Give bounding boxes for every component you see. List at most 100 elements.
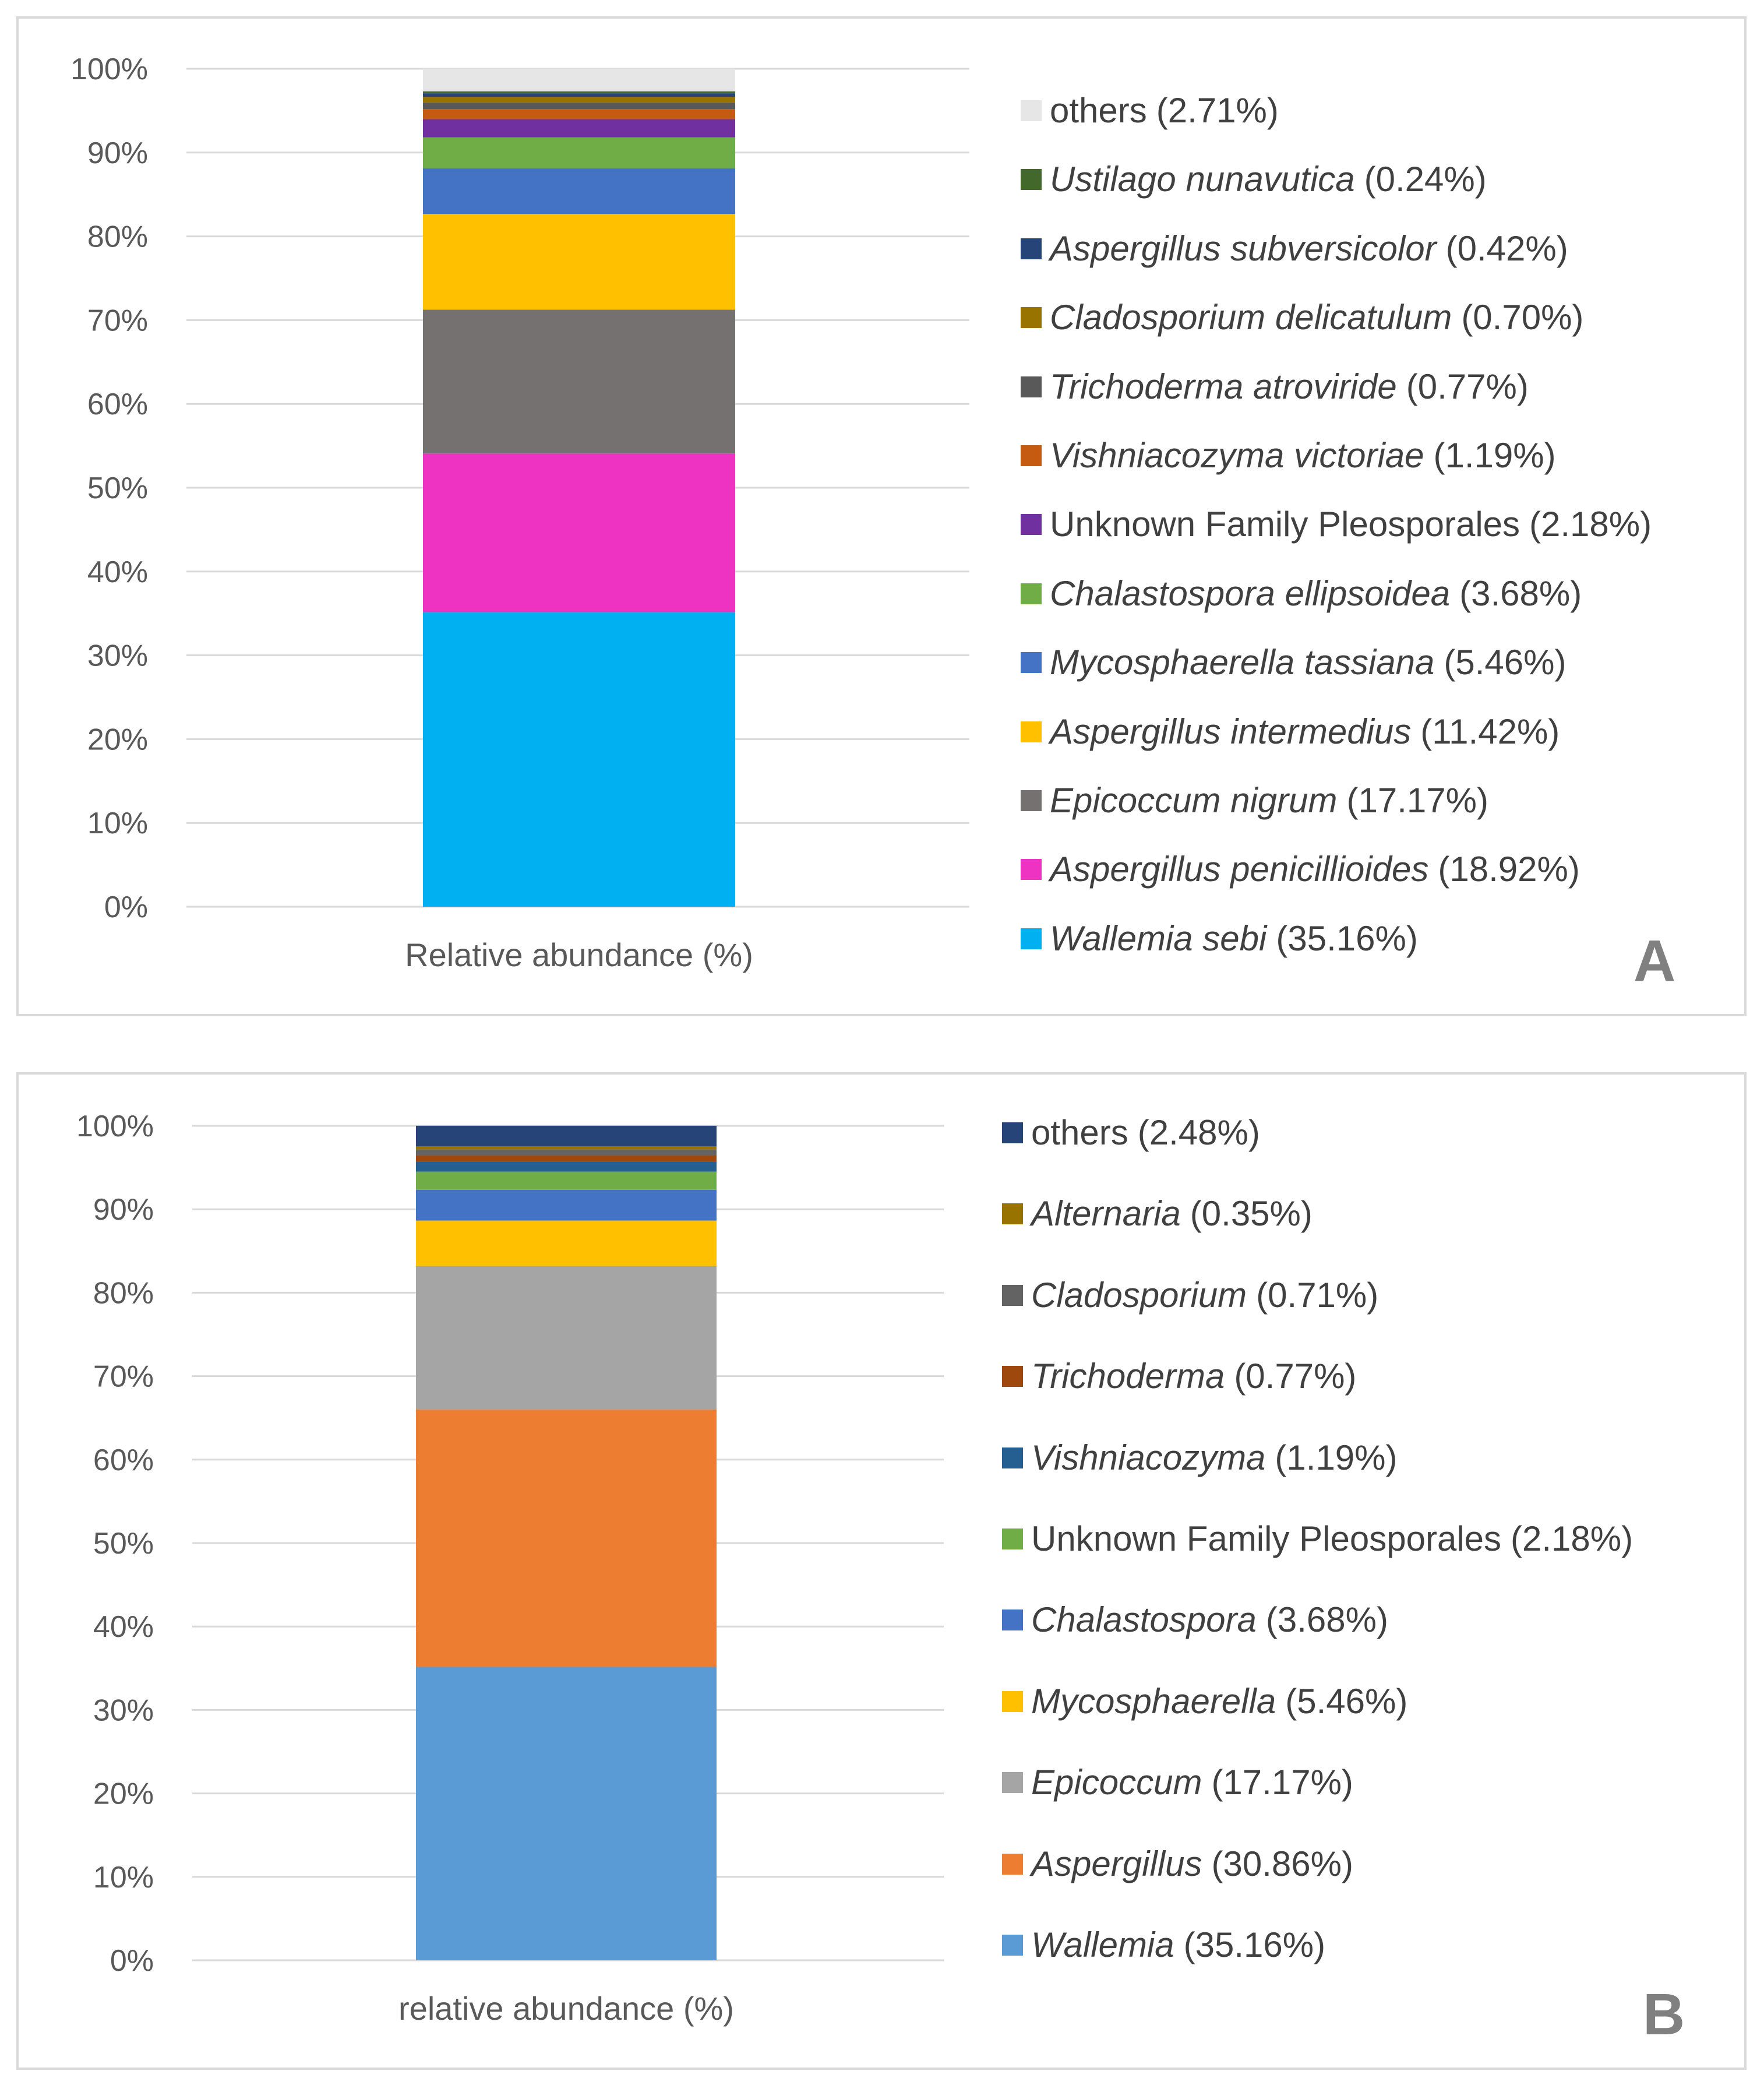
bar-segment-vishniacozyma xyxy=(416,1161,717,1172)
y-tick-label: 70% xyxy=(87,304,148,337)
legend-item-unknown-family-pleosporales: Unknown Family Pleosporales (2.18%) xyxy=(1002,1518,1633,1560)
legend-percent: (0.70%) xyxy=(1461,298,1584,337)
bar-segment-wallemia-sebi xyxy=(423,612,735,907)
y-tick-label: 50% xyxy=(87,471,148,505)
x-category-label: Relative abundance (%) xyxy=(405,936,753,973)
legend-swatch xyxy=(1021,514,1042,536)
bar-segment-aspergillus xyxy=(416,1409,717,1667)
legend-percent: (5.46%) xyxy=(1285,1681,1408,1721)
y-tick-label: 20% xyxy=(93,1777,154,1811)
bar-segment-wallemia xyxy=(416,1667,717,1960)
legend-item-others: others (2.71%) xyxy=(1021,90,1279,132)
bar-segment-epicoccum-nigrum xyxy=(423,309,735,454)
bar-segment-others xyxy=(423,68,735,91)
legend-swatch xyxy=(1002,1935,1023,1956)
legend-series-name: Chalastospora xyxy=(1031,1600,1257,1640)
legend-series-name: Aspergillus xyxy=(1031,1844,1202,1883)
legend-series-name: Wallemia xyxy=(1031,1925,1174,1964)
legend-percent: (2.18%) xyxy=(1529,505,1652,544)
legend-percent: (0.24%) xyxy=(1364,160,1487,199)
legend-percent: (1.19%) xyxy=(1275,1438,1398,1477)
panel-label-a: A xyxy=(1634,928,1676,994)
legend-series-name: Cladosporium delicatulum xyxy=(1050,298,1452,337)
legend-series-name: Cladosporium xyxy=(1031,1275,1247,1315)
bar-segment-mycosphaerella-tassiana xyxy=(423,168,735,214)
y-tick-label: 40% xyxy=(87,555,148,589)
legend-percent: (0.35%) xyxy=(1190,1194,1313,1234)
legend-percent: (2.71%) xyxy=(1156,91,1279,130)
bar-segment-unknown-family-pleosporales xyxy=(416,1171,717,1190)
bar-segment-cladosporium xyxy=(416,1149,717,1156)
legend-percent: (3.68%) xyxy=(1265,1600,1388,1640)
legend-item-vishniacozyma: Vishniacozyma (1.19%) xyxy=(1002,1437,1398,1479)
bar-segment-trichoderma-atroviride xyxy=(423,103,735,110)
chart-b: 0% 10% 20% 30% 40% 50% 60% 70% 80% 90% 100% relativ… xyxy=(76,1110,944,2027)
legend-percent: (3.68%) xyxy=(1459,573,1582,613)
y-tick-label: 60% xyxy=(93,1443,154,1477)
legend-swatch xyxy=(1021,859,1042,881)
legend-swatch xyxy=(1002,1690,1023,1712)
legend-swatch xyxy=(1021,445,1042,466)
legend-swatch xyxy=(1021,790,1042,811)
legend-percent: (2.48%) xyxy=(1137,1113,1260,1152)
y-tick-label: 90% xyxy=(93,1193,154,1227)
bar-segment-aspergillus-subversicolor xyxy=(423,93,735,97)
legend-series-name: Wallemia sebi xyxy=(1050,918,1267,958)
y-tick-label: 30% xyxy=(93,1693,154,1727)
legend-series-name: Epicoccum xyxy=(1031,1763,1202,1802)
y-tick-label: 30% xyxy=(87,639,148,673)
legend-swatch xyxy=(1002,1772,1023,1794)
legend-swatch xyxy=(1002,1447,1023,1468)
legend-item-aspergillus-subversicolor: Aspergillus subversicolor (0.42%) xyxy=(1021,228,1568,270)
legend-percent: (30.86%) xyxy=(1211,1844,1353,1883)
bar-segment-mycosphaerella xyxy=(416,1220,717,1266)
y-tick-label: 90% xyxy=(87,136,148,170)
bar-segment-chalastospora xyxy=(416,1189,717,1221)
bar-segment-ustilago-nunavutica xyxy=(423,91,735,94)
y-tick-label: 0% xyxy=(104,890,148,924)
bar-segment-chalastospora-ellipsoidea xyxy=(423,137,735,168)
legend-percent: (2.18%) xyxy=(1511,1519,1634,1558)
legend-series-name: Unknown Family Pleosporales xyxy=(1031,1519,1502,1558)
legend-swatch xyxy=(1021,100,1042,121)
legend-percent: (1.19%) xyxy=(1433,436,1556,475)
legend-series-name: Trichoderma atroviride xyxy=(1050,367,1397,406)
legend-series-name: Vishniacozyma victoriae xyxy=(1050,436,1424,475)
legend-swatch xyxy=(1002,1528,1023,1549)
legend-item-epicoccum: Epicoccum (17.17%) xyxy=(1002,1762,1353,1804)
legend-item-ustilago-nunavutica: Ustilago nunavutica (0.24%) xyxy=(1021,159,1487,200)
legend-item-cladosporium-delicatulum: Cladosporium delicatulum (0.70%) xyxy=(1021,297,1583,339)
bar-segment-aspergillus-intermedius xyxy=(423,214,735,310)
legend-percent: (35.16%) xyxy=(1276,918,1418,958)
legend-swatch xyxy=(1021,928,1042,949)
legend-item-others: others (2.48%) xyxy=(1002,1112,1260,1154)
x-category-label: relative abundance (%) xyxy=(398,1990,734,2027)
y-tick-label: 100% xyxy=(70,52,148,86)
legend-swatch xyxy=(1002,1203,1023,1225)
legend-item-unknown-family-pleosporales: Unknown Family Pleosporales (2.18%) xyxy=(1021,503,1652,545)
legend-swatch xyxy=(1002,1609,1023,1631)
bar-segment-others xyxy=(416,1125,717,1147)
legend-percent: (0.77%) xyxy=(1234,1357,1357,1396)
legend-swatch xyxy=(1002,1853,1023,1875)
legend-percent: (18.92%) xyxy=(1438,850,1580,889)
legend-percent: (5.46%) xyxy=(1444,643,1567,682)
legend-series-name: Chalastospora ellipsoidea xyxy=(1050,573,1451,613)
legend-item-wallemia-sebi: Wallemia sebi (35.16%) xyxy=(1021,918,1418,960)
y-tick-label: 80% xyxy=(93,1276,154,1310)
y-tick-label: 70% xyxy=(93,1360,154,1394)
legend-series-name: Mycosphaerella xyxy=(1031,1681,1276,1721)
legend-item-aspergillus-penicillioides: Aspergillus penicillioides (18.92%) xyxy=(1021,848,1580,890)
legend-item-chalastospora: Chalastospora (3.68%) xyxy=(1002,1599,1388,1641)
bar-segment-vishniacozyma-victoriae xyxy=(423,109,735,119)
chart-a: 0% 10% 20% 30% 40% 50% 60% 70% 80% 90% 100% Relativ… xyxy=(70,52,969,973)
legend-swatch xyxy=(1002,1284,1023,1306)
legend-series-name: Aspergillus subversicolor xyxy=(1050,228,1437,268)
legend-item-trichoderma: Trichoderma (0.77%) xyxy=(1002,1355,1356,1397)
legend-percent: (0.71%) xyxy=(1256,1275,1379,1315)
legend-swatch xyxy=(1021,652,1042,674)
legend-series-name: Mycosphaerella tassiana xyxy=(1050,643,1435,682)
legend-percent: (35.16%) xyxy=(1183,1925,1326,1964)
legend-series-name: others xyxy=(1050,91,1147,130)
panel-a: 0% 10% 20% 30% 40% 50% 60% 70% 80% 90% 100% Relativ… xyxy=(16,16,1747,1016)
